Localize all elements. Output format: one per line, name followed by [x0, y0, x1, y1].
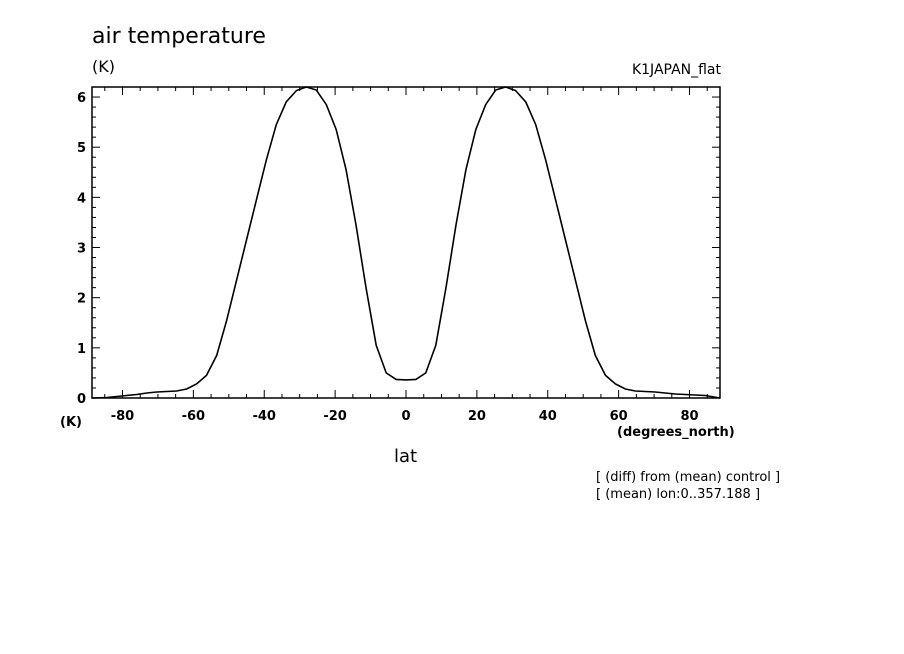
x-tick-label: 0 — [401, 409, 410, 424]
x-tick-label: 60 — [610, 409, 628, 424]
chart-title: air temperature — [92, 24, 266, 49]
y-tick-label: 6 — [77, 91, 86, 106]
y-tick-label: 1 — [77, 342, 86, 357]
run-label: K1JAPAN_flat — [631, 62, 721, 78]
series-line — [91, 86, 721, 399]
y-tick-label: 2 — [77, 292, 86, 307]
y-tick-label: 3 — [77, 242, 86, 257]
note-diff: [ (diff) from (mean) control ] — [596, 470, 781, 485]
plot-frame — [91, 86, 721, 399]
x-tick-label: 40 — [539, 409, 557, 424]
y-tick-label: 5 — [77, 141, 86, 156]
y-tick-label: 4 — [77, 191, 86, 206]
x-tick-label: -40 — [252, 409, 276, 424]
x-axis-unit-label: (degrees_north) — [617, 425, 735, 440]
x-tick-label: 80 — [680, 409, 698, 424]
x-tick-label: 20 — [468, 409, 486, 424]
y-tick-label: 0 — [77, 392, 86, 407]
x-tick-label: -60 — [182, 409, 206, 424]
tick-labels: -80 -60 -40 -20 0 20 40 60 80 0 1 2 3 4 5 6 — [77, 91, 699, 424]
note-mean: [ (mean) lon:0..357.188 ] — [596, 487, 761, 502]
x-axis-label: lat — [394, 446, 418, 467]
axis-ticks — [92, 86, 720, 398]
y-axis-unit-label: (K) — [92, 57, 115, 76]
x-tick-label: -20 — [323, 409, 347, 424]
y-axis-unit-bottom: (K) — [60, 415, 82, 430]
x-tick-label: -80 — [111, 409, 135, 424]
